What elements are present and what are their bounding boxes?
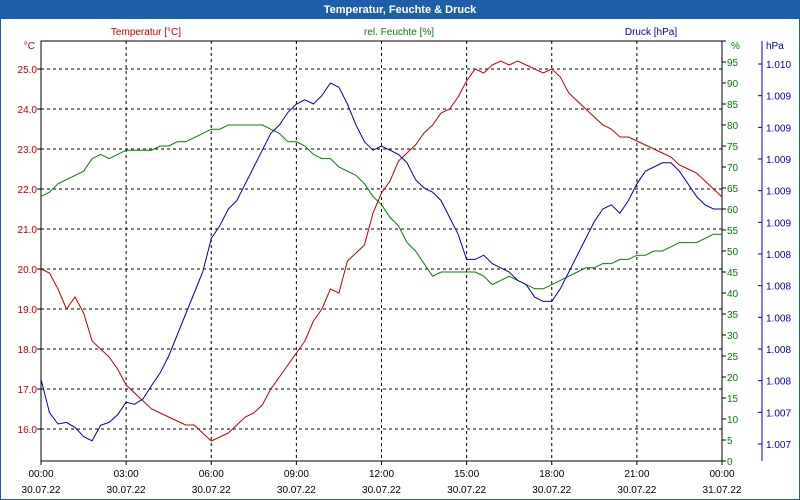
humidity-tick-label: 5 [727,436,733,447]
temperature-tick-label: 20.0 [18,265,38,276]
pressure-tick-label: 1.010 [766,60,791,71]
humidity-tick-label: 10 [727,415,739,426]
humidity-tick-label: 95 [727,58,739,69]
x-tick-time: 06:00 [199,469,224,480]
humidity-tick-label: 65 [727,184,739,195]
legend-humidity: rel. Feuchte [%] [364,27,434,38]
pressure-tick-label: 1.007 [766,408,791,419]
legend-pressure: Druck [hPa] [625,27,677,38]
humidity-tick-label: 45 [727,268,739,279]
pressure-tick-label: 1.008 [766,250,791,261]
temperature-tick-label: 21.0 [18,225,38,236]
humidity-tick-label: 40 [727,289,739,300]
x-tick-time: 00:00 [709,469,734,480]
humidity-tick-label: 35 [727,310,739,321]
temperature-tick-label: 25.0 [18,65,38,76]
pressure-tick-label: 1.009 [766,218,791,229]
x-tick-date: 30.07.22 [617,485,656,496]
series-line-temperature [40,60,723,442]
humidity-tick-label: 75 [727,142,739,153]
x-tick-time: 03:00 [114,469,139,480]
series-lines [40,60,723,442]
humidity-tick-label: 90 [727,79,739,90]
humidity-tick-label: 50 [727,247,739,258]
x-tick-date: 30.07.22 [362,485,401,496]
x-tick-time: 12:00 [369,469,394,480]
x-tick-date: 30.07.22 [107,485,146,496]
x-tick-date: 31.07.22 [703,485,742,496]
temperature-tick-label: 23.0 [18,145,38,156]
series-line-humidity [40,124,722,290]
humidity-tick-label: 30 [727,331,739,342]
pressure-tick-label: 1.007 [766,440,791,451]
humidity-tick-label: 55 [727,226,739,237]
pressure-tick-label: 1.009 [766,187,791,198]
humidity-tick-label: 85 [727,100,739,111]
pressure-tick-label: 1.008 [766,345,791,356]
temperature-tick-label: 19.0 [18,305,38,316]
humidity-tick-label: 70 [727,163,739,174]
pressure-tick-label: 1.008 [766,313,791,324]
x-tick-date: 30.07.22 [447,485,486,496]
x-tick-time: 09:00 [284,469,309,480]
x-tick-time: 18:00 [539,469,564,480]
humidity-tick-label: 20 [727,373,739,384]
x-tick-time: 21:00 [624,469,649,480]
humidity-tick-label: 25 [727,352,739,363]
grid [41,41,722,461]
temperature-tick-label: 22.0 [18,185,38,196]
pressure-tick-label: 1.009 [766,92,791,103]
humidity-tick-label: 0 [727,457,733,468]
pressure-tick-label: 1.009 [766,123,791,134]
temperature-tick-label: 18.0 [18,345,38,356]
x-tick-date: 30.07.22 [22,485,61,496]
temperature-unit-label: °C [24,41,35,52]
humidity-unit-label: % [731,41,740,52]
pressure-tick-label: 1.009 [766,155,791,166]
humidity-tick-label: 80 [727,121,739,132]
temperature-tick-label: 16.0 [18,425,38,436]
series-line-pressure [40,82,722,442]
pressure-unit-label: hPa [766,41,784,52]
x-tick-date: 30.07.22 [277,485,316,496]
humidity-tick-label: 60 [727,205,739,216]
temperature-tick-label: 17.0 [18,385,38,396]
humidity-tick-label: 15 [727,394,739,405]
ticks: 00:00 30.07.22 03:00 30.07.22 06:00 30.07.22 0… [18,40,791,496]
x-tick-date: 30.07.22 [192,485,231,496]
legend-temperature: Temperatur [°C] [111,27,181,38]
x-tick-time: 00:00 [28,469,53,480]
x-tick-time: 15:00 [454,469,479,480]
window-title: Temperatur, Feuchte & Druck [1,1,799,19]
pressure-tick-label: 1.008 [766,282,791,293]
temperature-tick-label: 24.0 [18,105,38,116]
pressure-tick-label: 1.008 [766,377,791,388]
x-tick-date: 30.07.22 [532,485,571,496]
